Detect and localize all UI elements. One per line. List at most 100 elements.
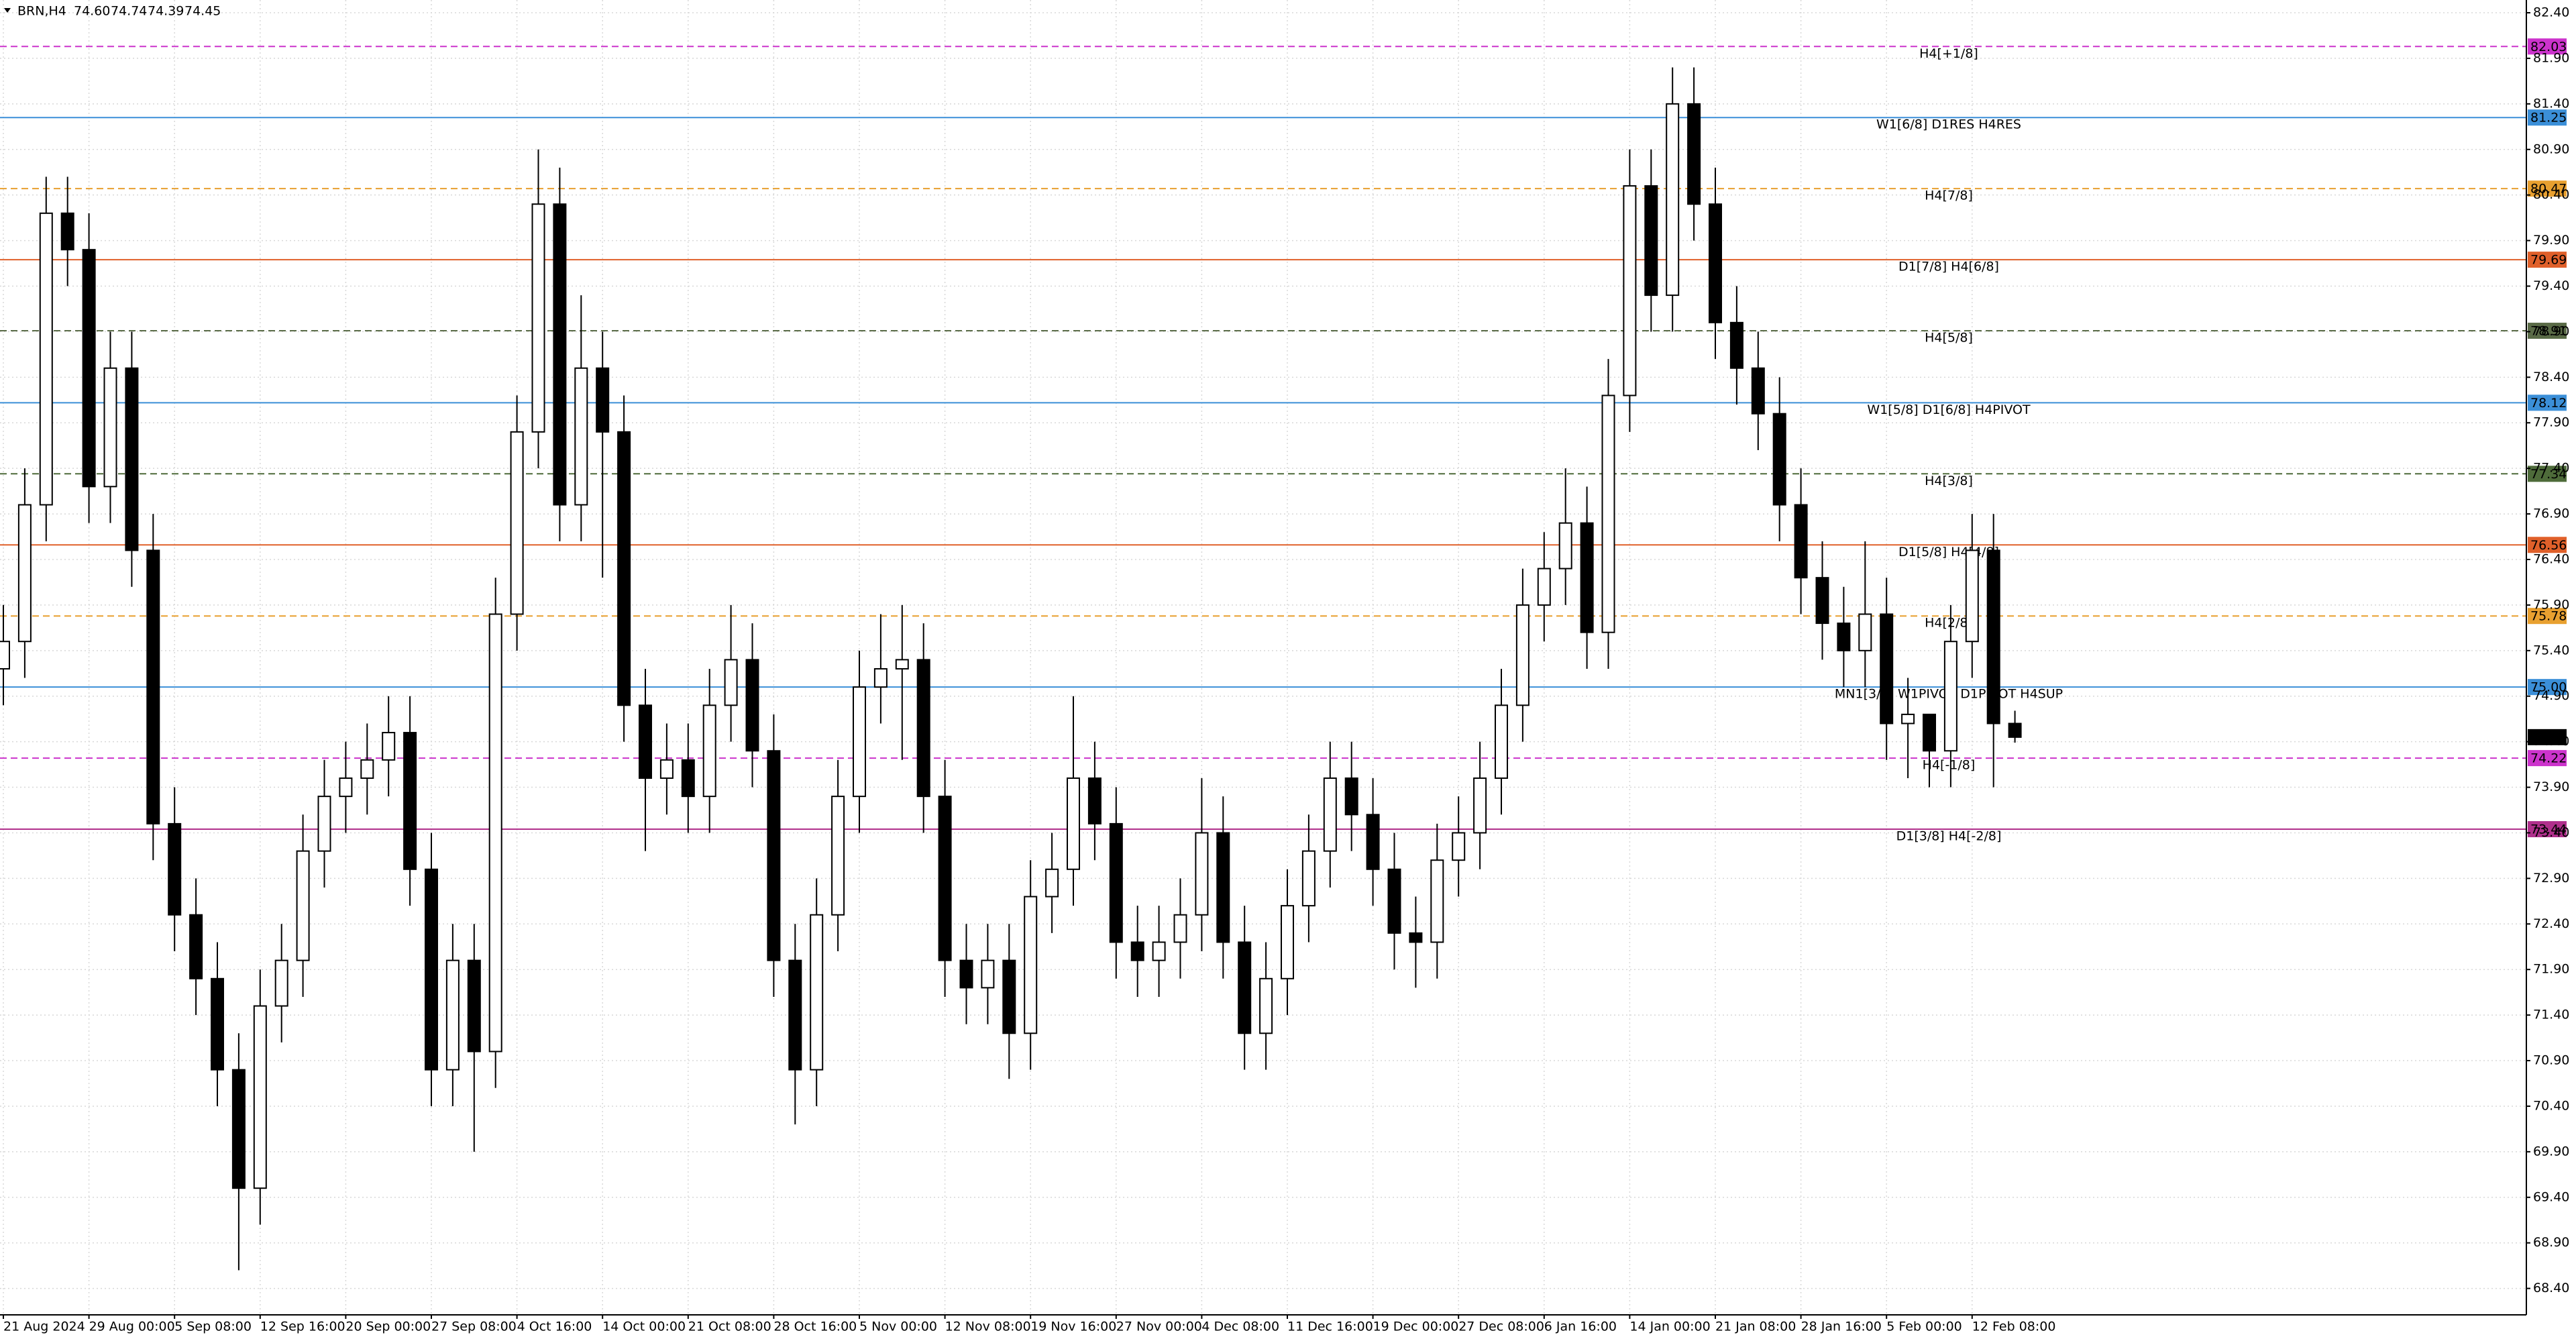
- x-tick-label: 20 Sep 00:00: [345, 1320, 431, 1334]
- level-name: H4[2/8]: [1925, 616, 1973, 631]
- candle-body: [1923, 713, 1936, 752]
- candle-body: [17, 504, 32, 643]
- y-tick-label: 73.40: [2533, 825, 2569, 840]
- level-tag-label: 73.44: [2530, 822, 2567, 837]
- y-tick-label: 69.90: [2533, 1144, 2569, 1159]
- candle-body: [1366, 814, 1380, 870]
- candle-body: [1901, 713, 1915, 725]
- level-name: W1[5/8] D1[6/8] H4PIVOT: [1867, 403, 2031, 417]
- level-name: D1[7/8] H4[6/8]: [1898, 260, 1999, 274]
- level-tag-label: 77.34: [2530, 467, 2567, 482]
- level-tag: [2528, 394, 2567, 411]
- level-name: W1[6/8] D1RES H4RES: [1876, 117, 2021, 132]
- y-tick-label: 74.90: [2533, 688, 2569, 703]
- candle-body: [959, 959, 973, 989]
- y-tick-label: 72.90: [2533, 871, 2569, 886]
- candle-body: [1130, 941, 1144, 961]
- candle-body: [1045, 868, 1059, 898]
- y-tick-label: 76.40: [2533, 551, 2569, 566]
- candle-body: [916, 659, 930, 798]
- candle-body: [1387, 868, 1401, 934]
- level-tag: [2528, 466, 2567, 482]
- candle-body: [2008, 722, 2022, 738]
- x-tick-label: 27 Sep 08:00: [431, 1320, 517, 1334]
- candle-body: [1965, 549, 1979, 643]
- level-name: H4[5/8]: [1925, 331, 1973, 345]
- y-tick-label: 68.40: [2533, 1281, 2569, 1295]
- y-tick-label: 75.90: [2533, 597, 2569, 612]
- y-tick-label: 72.40: [2533, 916, 2569, 931]
- candle-body: [1815, 577, 1829, 625]
- candle-body: [0, 641, 10, 670]
- candle-body: [1751, 367, 1765, 415]
- candle-body: [1772, 413, 1786, 506]
- candle-body: [1473, 777, 1487, 834]
- candle-body: [1259, 977, 1273, 1034]
- candle-body: [981, 959, 995, 989]
- y-tick-label: 80.90: [2533, 142, 2569, 156]
- y-tick-label: 77.40: [2533, 461, 2569, 476]
- level-name: D1[5/8] H4[4/8]: [1898, 545, 1999, 559]
- candle-body: [1323, 777, 1337, 852]
- x-tick-label: 29 Aug 00:00: [89, 1320, 175, 1334]
- level-tag-label: 76.56: [2530, 538, 2567, 553]
- y-tick-label: 71.40: [2533, 1008, 2569, 1022]
- candle-body: [1216, 832, 1230, 943]
- level-tag: [2528, 537, 2567, 553]
- level-tag: [2528, 38, 2567, 55]
- y-tick-label: 80.40: [2533, 187, 2569, 202]
- x-tick-label: 4 Oct 16:00: [517, 1320, 592, 1334]
- candle-body: [1580, 522, 1594, 633]
- candle-body: [1837, 623, 1851, 651]
- level-tag-label: 80.47: [2530, 182, 2567, 197]
- candle-body: [1301, 850, 1316, 907]
- x-tick-label: 5 Sep 08:00: [174, 1320, 252, 1334]
- level-tag: [2528, 608, 2567, 625]
- candle-body: [1344, 777, 1358, 816]
- candle-body: [1195, 832, 1209, 916]
- x-tick-label: 19 Nov 16:00: [1030, 1320, 1116, 1334]
- candle-body: [724, 659, 738, 706]
- candle-body: [1238, 941, 1252, 1034]
- candle-body: [189, 914, 203, 979]
- candle-body: [853, 686, 866, 798]
- grid: [0, 0, 2526, 1315]
- x-tick-label: 27 Nov 00:00: [1116, 1320, 1202, 1334]
- candle-body: [146, 549, 160, 824]
- x-tick-label: 28 Oct 16:00: [773, 1320, 857, 1334]
- candle-body: [296, 850, 310, 961]
- level-name: H4[-1/8]: [1923, 758, 1976, 773]
- candle-body: [1537, 568, 1551, 606]
- y-tick-label: 73.90: [2533, 780, 2569, 794]
- level-name: H4[+1/8]: [1919, 46, 1978, 61]
- candle-body: [425, 868, 438, 1071]
- candle-body: [382, 732, 396, 761]
- candles: [0, 67, 2022, 1271]
- candle-body: [1729, 321, 1743, 369]
- candle-body: [1515, 604, 1529, 706]
- candle-body: [82, 249, 96, 488]
- candle-body: [510, 431, 524, 615]
- x-tick-label: 19 Dec 00:00: [1373, 1320, 1459, 1334]
- open-label: 74.60: [74, 4, 110, 19]
- candle-body: [659, 759, 674, 779]
- candle-body: [553, 203, 567, 506]
- candle-body: [403, 732, 417, 870]
- candle-body: [1109, 822, 1123, 943]
- candle-body: [488, 613, 502, 1053]
- level-tag-label: 78.91: [2530, 324, 2567, 339]
- x-tick-label: 21 Oct 08:00: [688, 1320, 771, 1334]
- level-name: H4[3/8]: [1925, 474, 1973, 488]
- y-tick-label: 69.40: [2533, 1189, 2569, 1204]
- level-tag: [2528, 109, 2567, 126]
- candle-body: [1152, 941, 1166, 961]
- candle-body: [1986, 549, 2000, 725]
- level-tag-label: 79.69: [2530, 253, 2567, 268]
- candle-body: [60, 212, 74, 251]
- level-tag: [2528, 821, 2567, 838]
- candle-body: [1880, 613, 1894, 725]
- x-tick-label: 6 Jan 16:00: [1544, 1320, 1617, 1334]
- level-name: D1[3/8] H4[-2/8]: [1896, 829, 2002, 844]
